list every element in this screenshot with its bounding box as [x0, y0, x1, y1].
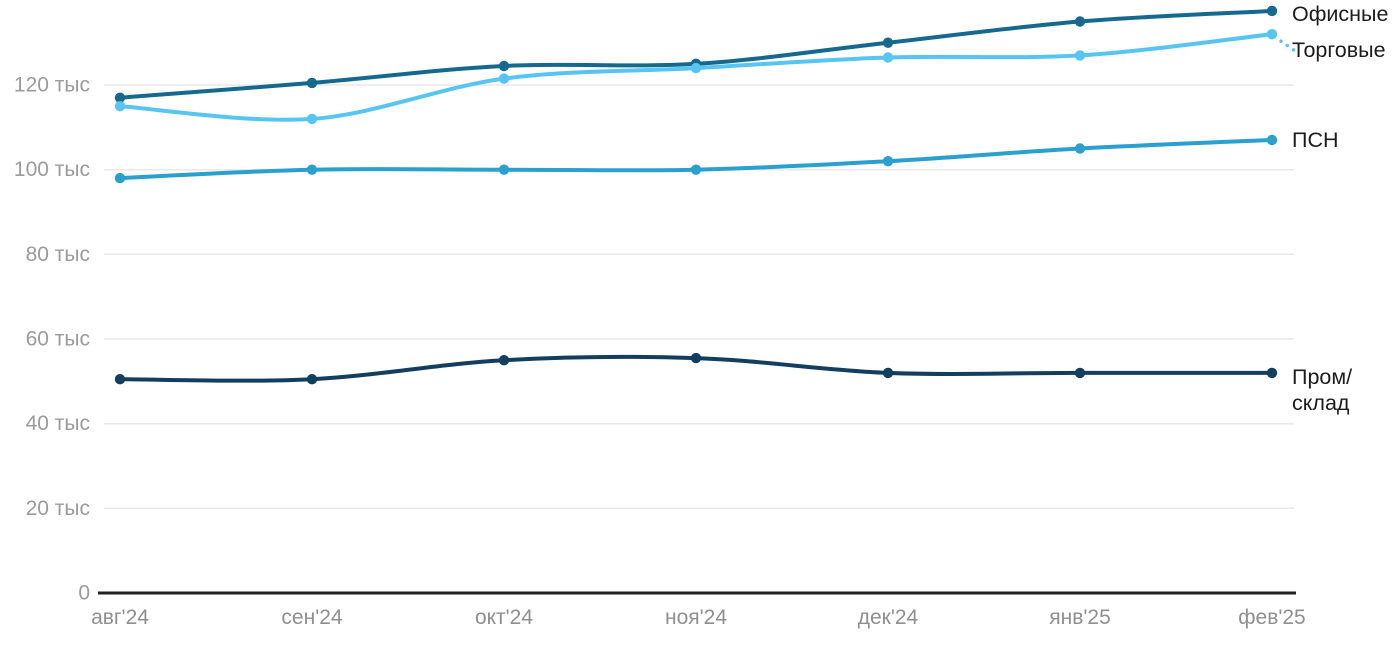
label-leader-line — [1279, 39, 1296, 52]
x-tick-label: янв'25 — [1049, 606, 1111, 629]
data-point — [114, 374, 126, 385]
x-tick-label: окт'24 — [475, 606, 533, 629]
data-point — [306, 113, 318, 125]
y-tick-label: 120 тыс — [14, 74, 90, 97]
data-point — [1266, 29, 1278, 40]
data-point — [1266, 5, 1278, 17]
data-point — [690, 352, 702, 364]
y-tick-label: 20 тыс — [26, 497, 90, 520]
data-point — [882, 52, 894, 63]
series-line-2 — [118, 32, 1274, 122]
data-point — [498, 164, 510, 175]
series-label: Офисные — [1292, 2, 1388, 26]
data-point — [498, 73, 510, 84]
data-point — [882, 37, 894, 48]
data-point — [114, 172, 126, 184]
data-point — [1266, 367, 1278, 379]
data-point — [1074, 50, 1086, 61]
data-point — [1074, 16, 1086, 27]
x-tick-label: авг'24 — [91, 606, 149, 629]
y-tick-label: 40 тыс — [26, 412, 90, 435]
y-tick-label: 100 тыс — [14, 158, 90, 181]
x-tick-label: фев'25 — [1238, 606, 1305, 629]
y-tick-label: 80 тыс — [26, 243, 90, 266]
x-tick-label: дек'24 — [858, 606, 919, 629]
x-tick-label: сен'24 — [281, 606, 342, 629]
data-point — [306, 164, 318, 175]
series-label: склад — [1292, 391, 1350, 415]
data-point — [498, 60, 510, 72]
data-point — [882, 156, 894, 167]
data-point — [114, 92, 126, 103]
data-point — [306, 77, 318, 89]
series-label: Торговые — [1292, 38, 1386, 62]
data-point — [1074, 367, 1086, 379]
y-tick-label: 0 — [78, 582, 90, 605]
series-label: Пром/ — [1292, 365, 1352, 389]
data-point — [1266, 134, 1278, 146]
data-point — [306, 374, 318, 385]
data-point — [690, 164, 702, 175]
series-label: ПСН — [1292, 128, 1339, 152]
data-point — [1074, 143, 1086, 154]
data-point — [498, 355, 510, 366]
y-tick-label: 60 тыс — [26, 328, 90, 351]
x-tick-label: ноя'24 — [665, 606, 727, 629]
data-point — [882, 367, 894, 379]
data-point — [690, 62, 702, 74]
data-point — [114, 101, 126, 112]
